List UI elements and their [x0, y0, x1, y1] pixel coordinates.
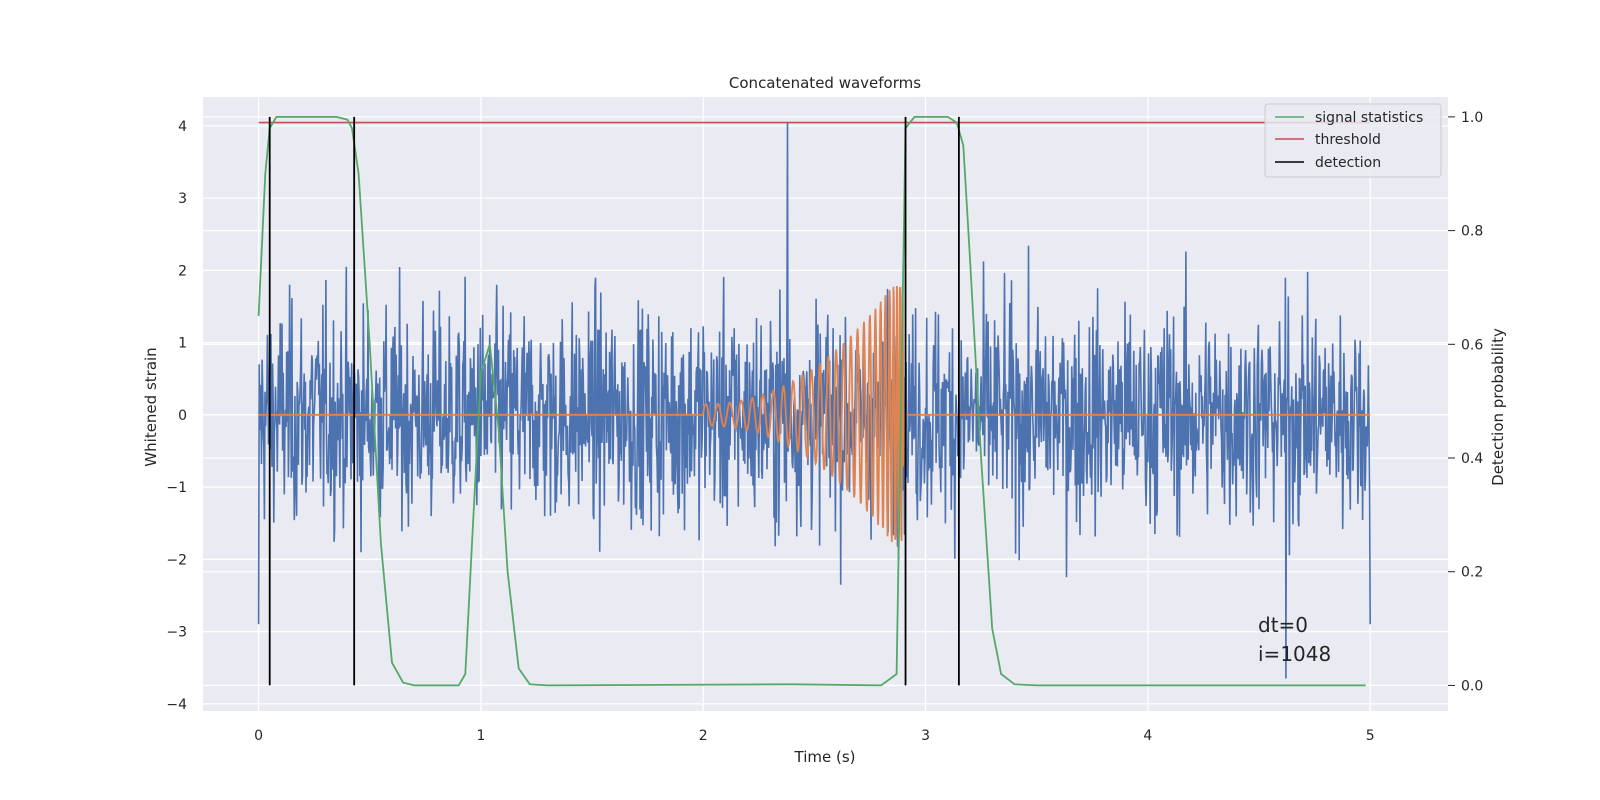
x-tick-label: 5 — [1366, 728, 1375, 744]
legend-label-threshold: threshold — [1315, 132, 1381, 148]
y-tick-label: −4 — [166, 697, 187, 713]
annotation-box: dt=0 i=1048 — [1258, 613, 1331, 666]
y2-tick-label: 0.8 — [1461, 224, 1483, 240]
series-signal-statistics — [257, 116, 1366, 687]
y2-tick-label: 1.0 — [1461, 110, 1483, 126]
legend-label-signal-statistics: signal statistics — [1315, 110, 1423, 126]
y2-tick-label: 0.0 — [1461, 678, 1483, 694]
series-layer — [257, 116, 1371, 687]
x-tick-label: 4 — [1143, 728, 1152, 744]
y-axis-label: Whitened strain — [142, 347, 160, 466]
y-tick-label: 0 — [178, 408, 187, 424]
chart-title: Concatenated waveforms — [729, 74, 921, 92]
ticks: 0 1 2 3 4 5 −4 −3 −2 −1 0 1 2 3 4 0.0 0.2 0.4 0.6 0.8 1.0 — [166, 110, 1483, 744]
annotation-dt: dt=0 — [1258, 613, 1308, 637]
y-tick-label: 3 — [178, 191, 187, 207]
x-tick-label: 1 — [476, 728, 485, 744]
y2-tick-label: 0.6 — [1461, 337, 1483, 353]
legend: signal statistics threshold detection — [1264, 103, 1442, 178]
y2-tick-label: 0.4 — [1461, 451, 1483, 467]
y-tick-label: −3 — [166, 625, 187, 641]
x-tick-label: 3 — [921, 728, 930, 744]
y-tick-label: −1 — [166, 480, 187, 496]
x-axis-label: Time (s) — [794, 748, 856, 766]
y-tick-label: 1 — [178, 336, 187, 352]
series-whitened-strain — [257, 122, 1371, 679]
y2-tick-label: 0.2 — [1461, 565, 1483, 581]
legend-label-detection: detection — [1315, 155, 1381, 171]
x-tick-label: 0 — [254, 728, 263, 744]
y2-axis-label: Detection probability — [1489, 328, 1507, 486]
annotation-index: i=1048 — [1258, 642, 1331, 666]
y-tick-label: 4 — [178, 119, 187, 135]
x-tick-label: 2 — [699, 728, 708, 744]
series-injected-chirp — [258, 285, 1371, 553]
legend-frame — [1264, 103, 1442, 178]
y-tick-label: −2 — [166, 552, 187, 568]
y-tick-label: 2 — [178, 263, 187, 279]
